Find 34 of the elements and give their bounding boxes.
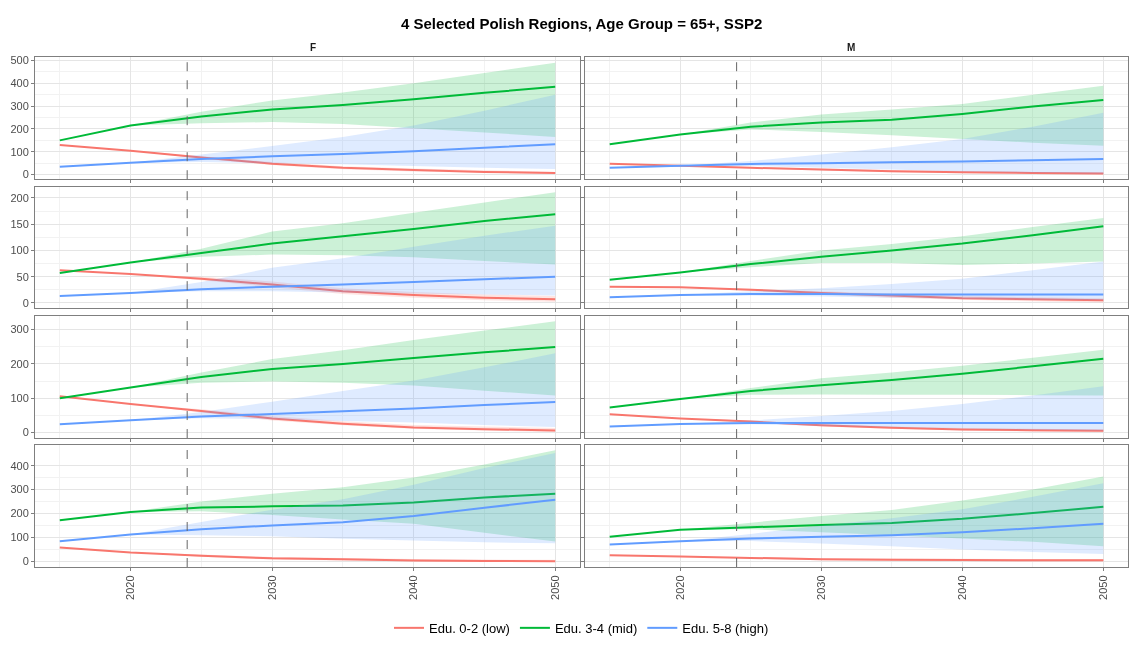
legend-label: Edu. 3-4 (mid) [554,620,638,636]
y-tick-label: 0 [22,296,29,309]
y-tick-label: 100 [10,244,29,257]
y-tick-label: 200 [10,191,29,204]
x-tick-label: 2040 [955,575,968,600]
y-tick-label: 0 [22,426,29,439]
y-tick-label: 200 [10,122,29,135]
y-tick-label: 200 [10,507,29,520]
y-tick-label: 300 [10,323,29,336]
y-tick-label: 0 [22,168,29,181]
x-tick-label: 2030 [265,575,278,600]
y-tick-label: 100 [10,145,29,158]
y-tick-label: 0 [22,555,29,568]
x-tick-label: 2040 [407,575,420,600]
y-tick-label: 400 [10,77,29,90]
x-tick-label: 2020 [124,575,137,600]
y-tick-label: 150 [10,218,29,231]
chart-subtitle: M [847,42,856,53]
y-tick-label: 200 [10,357,29,370]
y-tick-label: 500 [10,54,29,67]
chart-subtitle: F [310,42,317,53]
chart-title: 4 Selected Polish Regions, Age Group = 65+, SSP2 [401,15,763,32]
y-tick-label: 100 [10,531,29,544]
x-tick-label: 2020 [673,575,686,600]
y-tick-label: 100 [10,392,29,405]
legend-label: Edu. 5-8 (high) [682,620,769,636]
legend-label: Edu. 0-2 (low) [429,620,510,636]
y-tick-label: 400 [10,459,29,472]
x-tick-label: 2050 [1096,575,1109,600]
x-tick-label: 2050 [548,575,561,600]
y-tick-label: 300 [10,99,29,112]
y-tick-label: 50 [16,270,29,283]
y-tick-label: 300 [10,483,29,496]
x-tick-label: 2030 [814,575,827,600]
